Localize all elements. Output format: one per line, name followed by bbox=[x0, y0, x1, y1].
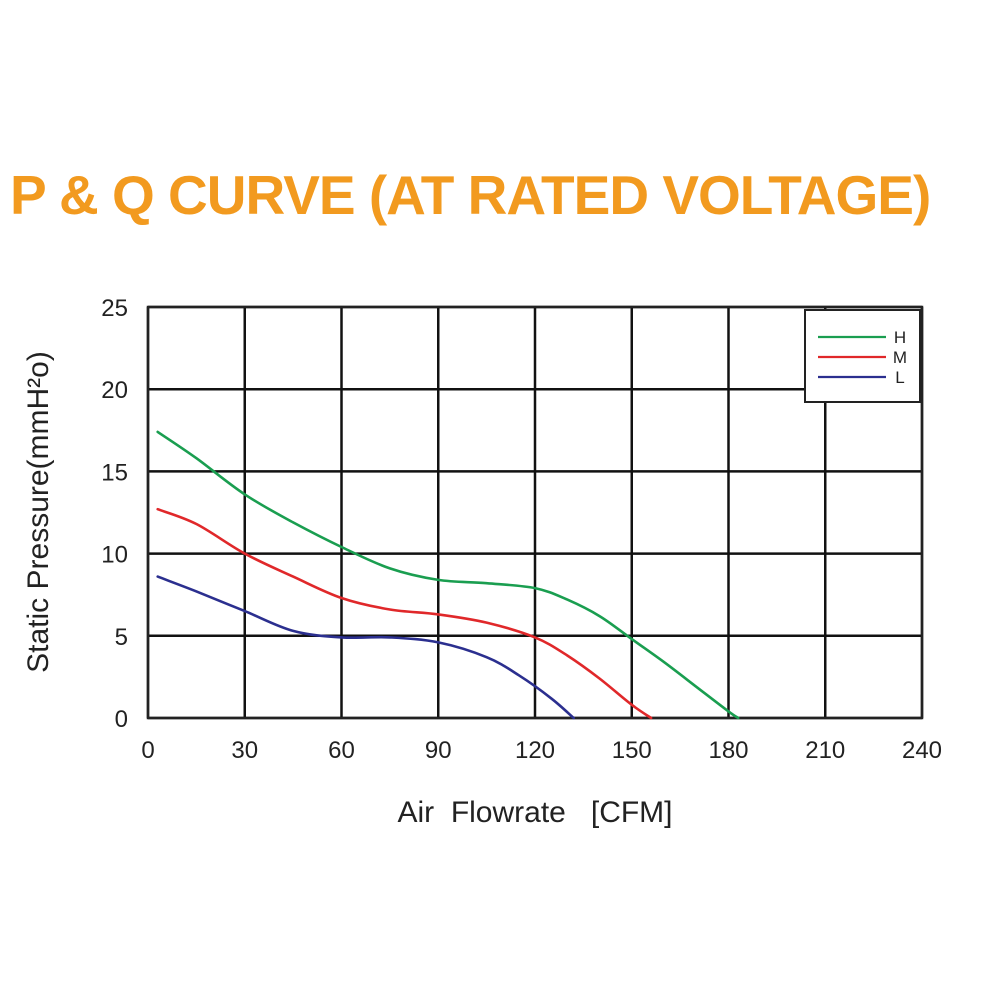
y-tick-label: 15 bbox=[101, 459, 128, 486]
y-tick-labels: 0 5 10 15 20 25 bbox=[101, 295, 128, 733]
series-line-l bbox=[156, 575, 575, 720]
y-tick-label: 0 bbox=[115, 706, 128, 733]
series-lines bbox=[156, 430, 740, 720]
y-axis-label: Static Pressure(mmH²o) bbox=[22, 351, 55, 673]
chart-title: P & Q CURVE (AT RATED VOLTAGE) bbox=[10, 164, 931, 226]
x-tick-label: 0 bbox=[141, 737, 154, 764]
y-tick-label: 20 bbox=[101, 377, 128, 404]
x-axis-label: Air Flowrate [CFM] bbox=[397, 796, 672, 829]
y-tick-label: 25 bbox=[101, 295, 128, 322]
legend-label-l: L bbox=[895, 368, 904, 387]
legend-label-h: H bbox=[894, 328, 906, 347]
legend: HML bbox=[804, 309, 921, 403]
y-tick-label: 5 bbox=[115, 624, 128, 651]
y-tick-label: 10 bbox=[101, 542, 128, 569]
x-tick-label: 210 bbox=[805, 737, 845, 764]
series-line-h bbox=[156, 430, 740, 720]
x-tick-label: 30 bbox=[231, 737, 258, 764]
x-tick-label: 180 bbox=[708, 737, 748, 764]
x-tick-label: 90 bbox=[425, 737, 452, 764]
legend-label-m: M bbox=[893, 348, 907, 367]
x-tick-label: 60 bbox=[328, 737, 355, 764]
x-tick-label: 120 bbox=[515, 737, 555, 764]
x-tick-labels: 0 30 60 90 120 150 180 210 240 bbox=[141, 737, 942, 764]
x-tick-label: 150 bbox=[612, 737, 652, 764]
x-tick-label: 240 bbox=[902, 737, 942, 764]
plot-frame bbox=[146, 305, 924, 720]
series-line-m bbox=[156, 507, 653, 720]
